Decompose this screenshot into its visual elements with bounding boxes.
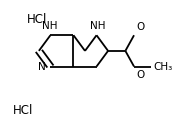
Text: HCl: HCl [26,13,47,26]
Text: N: N [38,61,46,72]
Text: O: O [136,70,144,80]
Text: CH₃: CH₃ [153,61,173,72]
Text: NH: NH [42,21,57,31]
Text: NH: NH [90,21,105,31]
Text: O: O [136,22,144,32]
Text: HCl: HCl [13,104,33,117]
